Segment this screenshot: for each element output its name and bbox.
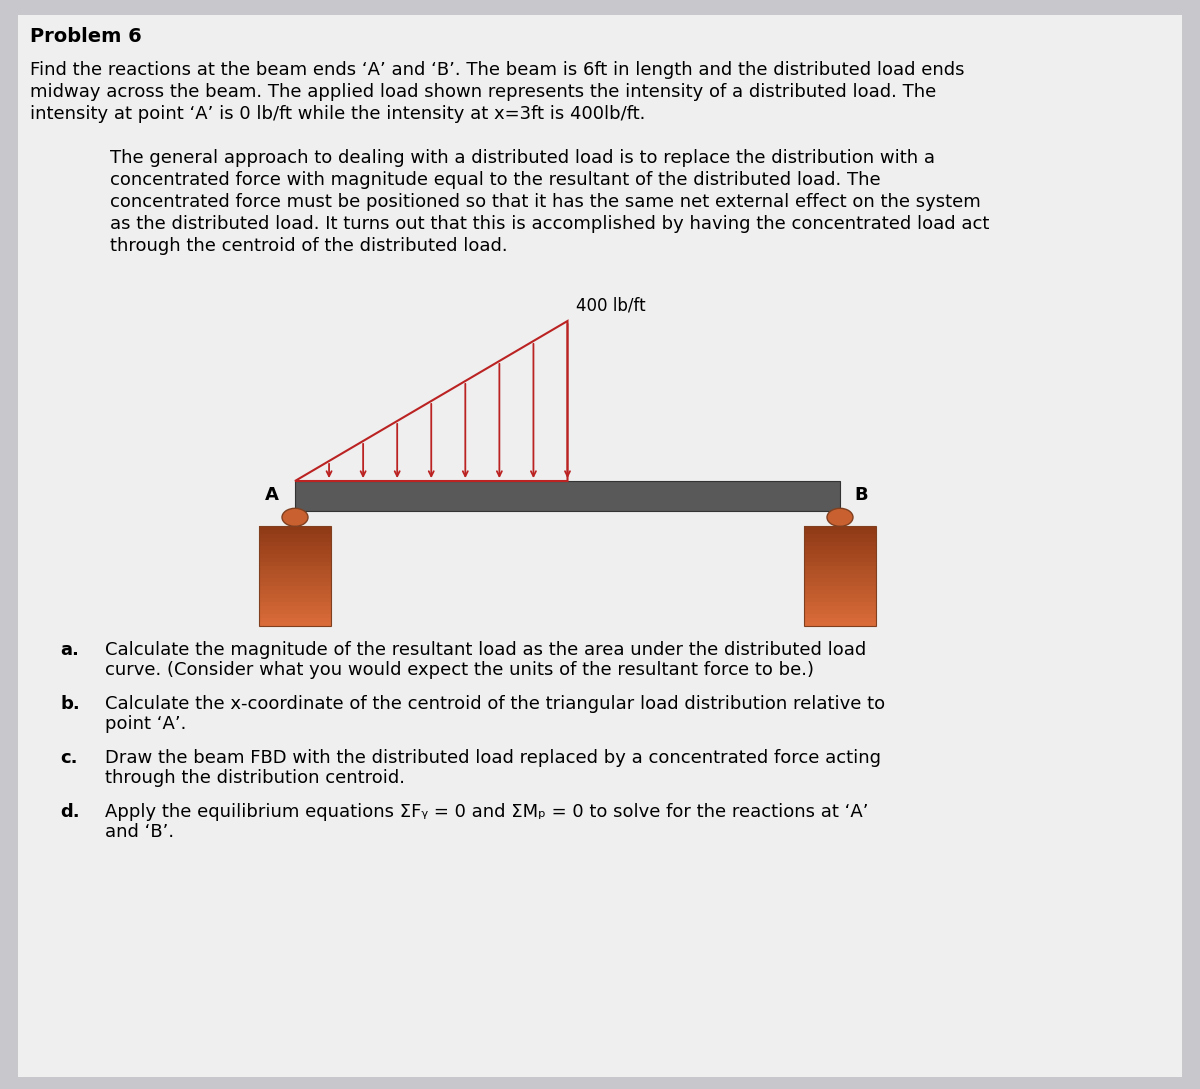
Bar: [804, 530, 876, 535]
Bar: [259, 574, 331, 578]
Bar: [259, 622, 331, 626]
Bar: [804, 622, 876, 626]
Bar: [804, 617, 876, 622]
Bar: [259, 526, 331, 626]
Text: a.: a.: [60, 641, 79, 659]
Text: 400 lb/ft: 400 lb/ft: [576, 297, 646, 315]
Text: curve. (Consider what you would expect the units of the resultant force to be.): curve. (Consider what you would expect t…: [106, 661, 814, 680]
Bar: [259, 602, 331, 607]
Bar: [259, 566, 331, 571]
Bar: [804, 558, 876, 562]
Bar: [804, 590, 876, 595]
Bar: [259, 554, 331, 559]
Bar: [804, 542, 876, 547]
Bar: [804, 614, 876, 619]
Bar: [804, 574, 876, 578]
Text: through the distribution centroid.: through the distribution centroid.: [106, 769, 406, 787]
Text: point ‘A’.: point ‘A’.: [106, 715, 186, 733]
Bar: [259, 582, 331, 586]
Text: A: A: [265, 486, 278, 504]
Bar: [804, 566, 876, 571]
Bar: [804, 554, 876, 559]
Bar: [259, 586, 331, 590]
Bar: [259, 562, 331, 566]
Bar: [804, 578, 876, 583]
Ellipse shape: [827, 509, 853, 526]
Text: intensity at point ‘A’ is 0 lb/ft while the intensity at x=3ft is 400lb/ft.: intensity at point ‘A’ is 0 lb/ft while …: [30, 105, 646, 123]
Text: Find the reactions at the beam ends ‘A’ and ‘B’. The beam is 6ft in length and t: Find the reactions at the beam ends ‘A’ …: [30, 61, 965, 79]
Bar: [804, 546, 876, 550]
Bar: [259, 578, 331, 583]
Bar: [804, 534, 876, 538]
Text: through the centroid of the distributed load.: through the centroid of the distributed …: [110, 237, 508, 255]
Bar: [804, 598, 876, 602]
Text: The general approach to dealing with a distributed load is to replace the distri: The general approach to dealing with a d…: [110, 149, 935, 167]
Bar: [259, 594, 331, 598]
Bar: [259, 605, 331, 610]
Bar: [804, 550, 876, 554]
Text: d.: d.: [60, 803, 79, 821]
Text: Calculate the x-coordinate of the centroid of the triangular load distribution r: Calculate the x-coordinate of the centro…: [106, 695, 886, 713]
Text: concentrated force must be positioned so that it has the same net external effec: concentrated force must be positioned so…: [110, 193, 980, 211]
Bar: [259, 610, 331, 614]
Bar: [259, 590, 331, 595]
Bar: [259, 617, 331, 622]
Text: Problem 6: Problem 6: [30, 27, 142, 46]
Bar: [804, 610, 876, 614]
Bar: [259, 558, 331, 562]
Bar: [259, 538, 331, 542]
Bar: [295, 481, 840, 511]
Bar: [259, 614, 331, 619]
Text: midway across the beam. The applied load shown represents the intensity of a dis: midway across the beam. The applied load…: [30, 83, 936, 101]
Bar: [804, 602, 876, 607]
Bar: [259, 598, 331, 602]
Text: b.: b.: [60, 695, 79, 713]
Bar: [259, 542, 331, 547]
Bar: [259, 546, 331, 550]
Bar: [804, 526, 876, 530]
Bar: [259, 550, 331, 554]
Bar: [259, 570, 331, 574]
Text: Draw the beam FBD with the distributed load replaced by a concentrated force act: Draw the beam FBD with the distributed l…: [106, 749, 881, 767]
Text: as the distributed load. It turns out that this is accomplished by having the co: as the distributed load. It turns out th…: [110, 215, 989, 233]
Text: concentrated force with magnitude equal to the resultant of the distributed load: concentrated force with magnitude equal …: [110, 171, 881, 189]
Text: Apply the equilibrium equations ΣFᵧ = 0 and ΣMₚ = 0 to solve for the reactions a: Apply the equilibrium equations ΣFᵧ = 0 …: [106, 803, 869, 821]
Text: and ‘B’.: and ‘B’.: [106, 823, 174, 841]
Bar: [259, 526, 331, 530]
Text: Calculate the magnitude of the resultant load as the area under the distributed : Calculate the magnitude of the resultant…: [106, 641, 866, 659]
Bar: [804, 586, 876, 590]
Bar: [804, 562, 876, 566]
Ellipse shape: [282, 509, 308, 526]
Bar: [259, 530, 331, 535]
Text: c.: c.: [60, 749, 78, 767]
Bar: [804, 582, 876, 586]
Text: B: B: [854, 486, 868, 504]
Bar: [804, 526, 876, 626]
Bar: [259, 534, 331, 538]
Bar: [804, 605, 876, 610]
Bar: [804, 538, 876, 542]
Bar: [804, 594, 876, 598]
Bar: [804, 570, 876, 574]
